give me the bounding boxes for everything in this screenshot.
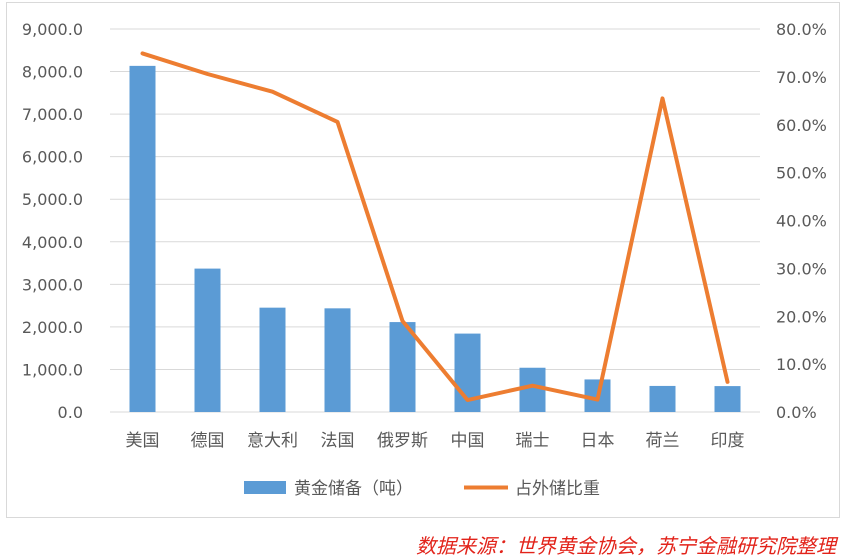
category-axis: 美国 德国 意大利 法国 俄罗斯 中国 瑞士 日本 荷兰 印度	[126, 431, 745, 451]
left-axis: 0.0 1,000.0 2,000.0 3,000.0 4,000.0 5,000.0 6,…	[22, 20, 83, 422]
right-tick-label: 10.0%	[776, 355, 827, 374]
right-tick-label: 0.0%	[776, 403, 817, 422]
left-tick-label: 1,000.0	[22, 360, 83, 379]
line-path	[143, 53, 728, 400]
category-label: 美国	[126, 431, 160, 451]
left-tick-label: 6,000.0	[22, 148, 83, 167]
category-label: 中国	[451, 431, 485, 451]
left-tick-label: 5,000.0	[22, 190, 83, 209]
left-tick-label: 8,000.0	[22, 63, 83, 82]
left-tick-label: 4,000.0	[22, 233, 83, 252]
category-label: 印度	[711, 431, 745, 451]
category-label: 法国	[321, 431, 355, 451]
category-label: 瑞士	[516, 431, 550, 451]
right-tick-label: 70.0%	[776, 68, 827, 87]
bar	[325, 308, 351, 412]
legend-swatch-bar	[244, 481, 286, 494]
legend-label-line: 占外储比重	[515, 479, 600, 499]
right-tick-label: 50.0%	[776, 164, 827, 183]
left-tick-label: 0.0	[58, 403, 83, 422]
bar	[390, 322, 416, 412]
right-tick-label: 80.0%	[776, 20, 827, 39]
bar	[195, 269, 221, 412]
left-tick-label: 9,000.0	[22, 20, 83, 39]
right-tick-label: 40.0%	[776, 212, 827, 231]
bar	[260, 308, 286, 412]
left-tick-label: 3,000.0	[22, 275, 83, 294]
bar	[650, 386, 676, 412]
bar	[130, 66, 156, 412]
right-tick-label: 30.0%	[776, 259, 827, 278]
legend-label-bar: 黄金储备（吨）	[294, 479, 413, 499]
left-tick-label: 2,000.0	[22, 318, 83, 337]
left-tick-label: 7,000.0	[22, 105, 83, 124]
category-label: 荷兰	[646, 431, 680, 451]
category-label: 日本	[581, 431, 615, 451]
right-tick-label: 20.0%	[776, 307, 827, 326]
source-note: 数据来源：世界黄金协会，苏宁金融研究院整理	[416, 530, 836, 559]
category-label: 意大利	[247, 431, 298, 451]
chart-area: 0.0 1,000.0 2,000.0 3,000.0 4,000.0 5,000.0 6,…	[6, 2, 840, 518]
bar	[520, 368, 546, 412]
chart-svg: 0.0 1,000.0 2,000.0 3,000.0 4,000.0 5,000.0 6,…	[7, 3, 841, 519]
bar	[715, 386, 741, 412]
right-tick-label: 60.0%	[776, 116, 827, 135]
line-series	[142, 53, 727, 400]
right-axis: 0.0% 10.0% 20.0% 30.0% 40.0% 50.0% 60.0% 70.0% 8…	[776, 20, 827, 422]
category-label: 俄罗斯	[377, 431, 428, 451]
legend: 黄金储备（吨） 占外储比重	[244, 479, 600, 499]
category-label: 德国	[191, 431, 225, 451]
